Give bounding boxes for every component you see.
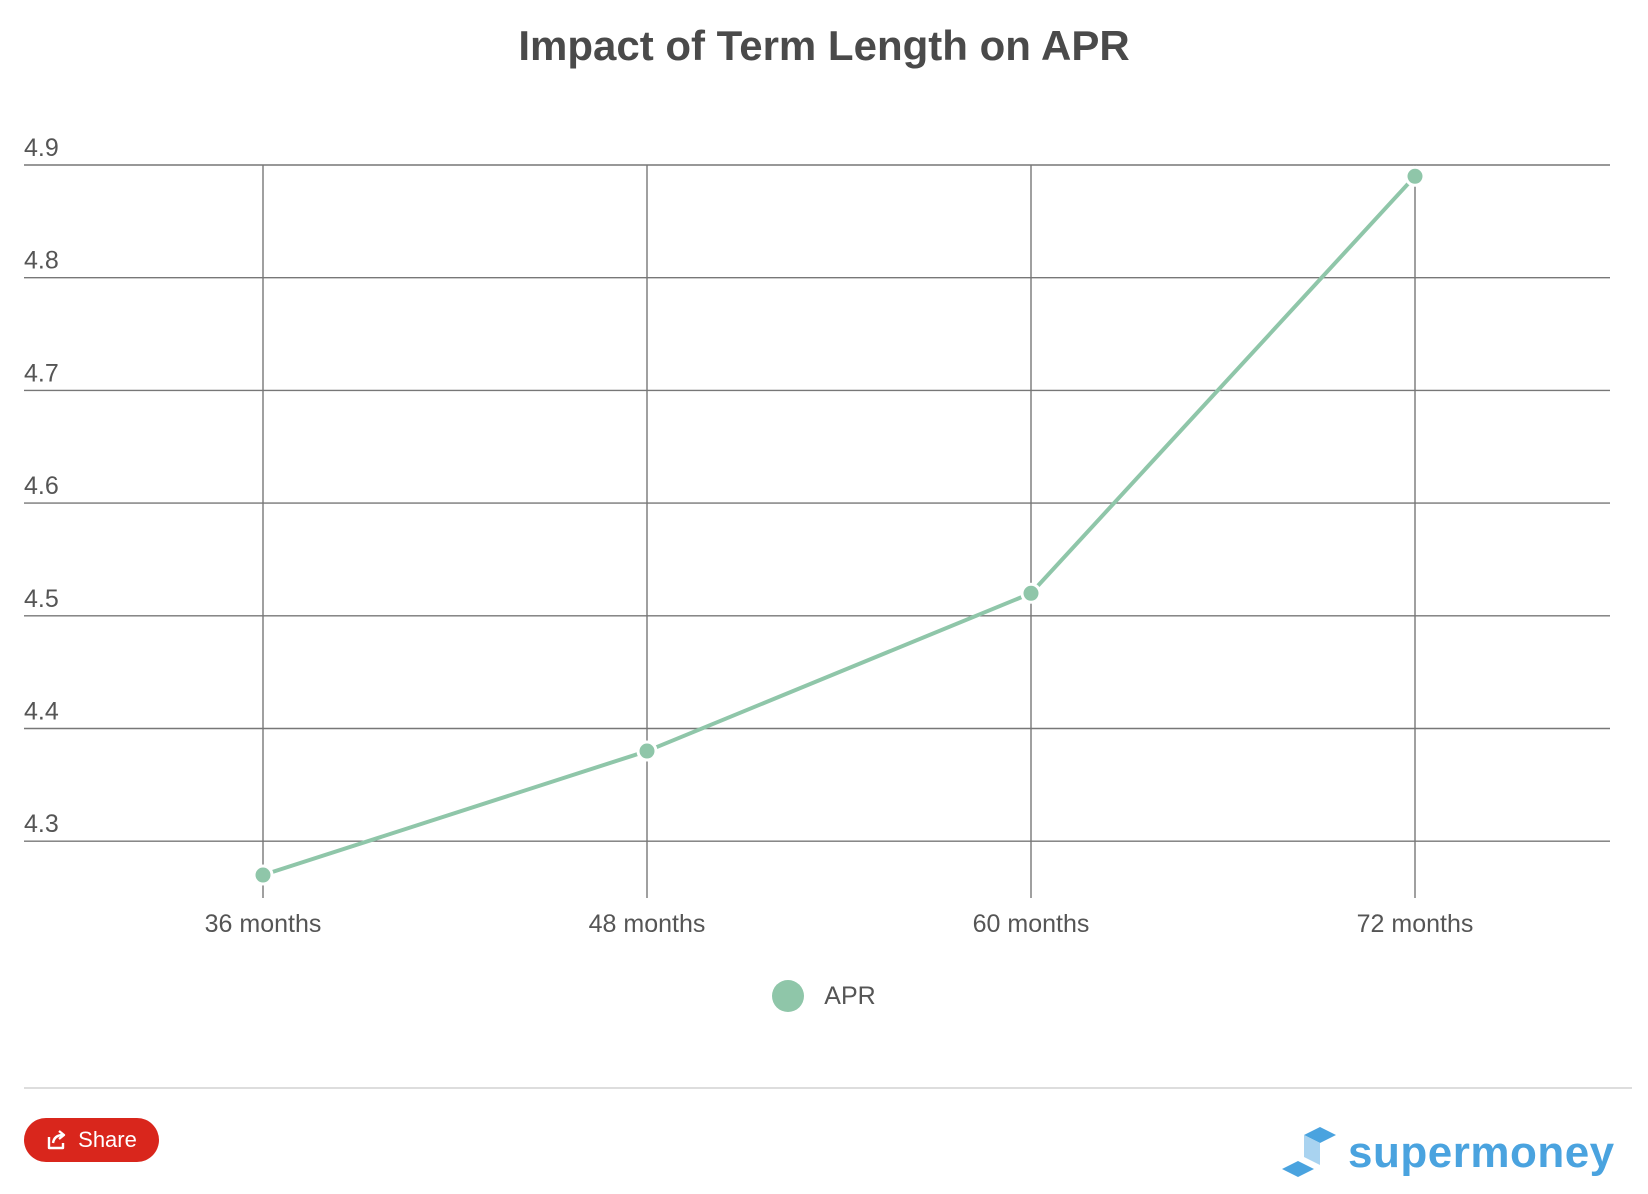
x-axis-ticks: 36 months 48 months 60 months 72 months: [205, 910, 1474, 938]
y-tick-label: 4.5: [24, 585, 59, 613]
grid-lines: [24, 164, 1610, 898]
series-apr: [252, 165, 1426, 886]
line-chart: 4.3 4.4 4.5 4.6 4.7 4.8 4.9 36 months 48 months…: [24, 134, 1610, 938]
legend-swatch-apr: [772, 980, 805, 1012]
supermoney-logo-icon: [1282, 1127, 1336, 1177]
chart-title: Impact of Term Length on APR: [518, 22, 1130, 69]
logo-shape-middle: [1304, 1135, 1320, 1165]
data-point: [1020, 582, 1042, 604]
x-tick-label: 60 months: [973, 910, 1090, 938]
share-button[interactable]: Share: [24, 1118, 159, 1162]
share-icon: [47, 1130, 66, 1150]
y-axis-ticks: 4.3 4.4 4.5 4.6 4.7 4.8 4.9: [24, 134, 59, 838]
y-tick-label: 4.9: [24, 134, 59, 162]
logo-shape-bottom: [1282, 1161, 1314, 1177]
y-tick-label: 4.3: [24, 810, 59, 838]
y-tick-label: 4.8: [24, 247, 59, 275]
y-tick-label: 4.7: [24, 359, 59, 387]
data-point: [636, 740, 658, 762]
y-tick-label: 4.4: [24, 698, 59, 726]
x-tick-label: 48 months: [589, 910, 706, 938]
x-tick-label: 36 months: [205, 910, 322, 938]
share-label: Share: [78, 1127, 137, 1152]
legend: APR: [0, 980, 1648, 1012]
y-tick-label: 4.6: [24, 472, 59, 500]
data-point: [252, 864, 274, 886]
series-line: [262, 174, 1417, 877]
legend-label-apr: APR: [824, 981, 876, 1010]
footer-divider: [24, 1087, 1632, 1089]
supermoney-logo[interactable]: supermoney: [1280, 1125, 1615, 1181]
logo-text: supermoney: [1348, 1128, 1615, 1177]
x-tick-label: 72 months: [1357, 910, 1474, 938]
data-point: [1404, 165, 1426, 187]
